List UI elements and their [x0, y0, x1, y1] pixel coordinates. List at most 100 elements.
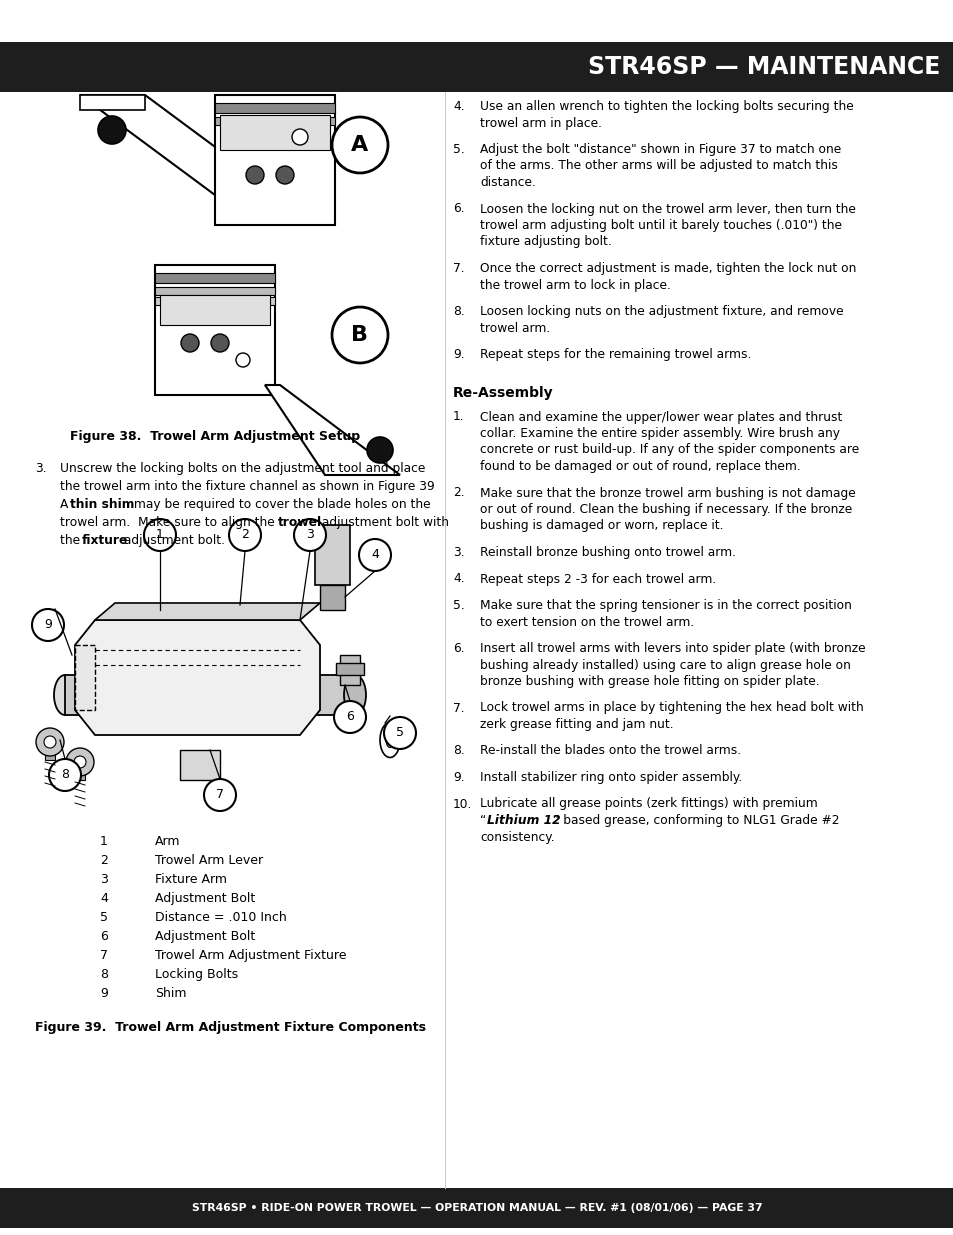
Text: Adjustment Bolt: Adjustment Bolt: [154, 930, 255, 944]
Text: zerk grease fitting and jam nut.: zerk grease fitting and jam nut.: [479, 718, 673, 731]
Text: 3.: 3.: [35, 462, 47, 475]
Text: 8: 8: [61, 768, 69, 782]
Text: collar. Examine the entire spider assembly. Wire brush any: collar. Examine the entire spider assemb…: [479, 427, 840, 440]
Circle shape: [334, 701, 366, 734]
Text: 3: 3: [306, 529, 314, 541]
Text: Fixture Arm: Fixture Arm: [154, 873, 227, 885]
Bar: [220, 115, 330, 149]
Text: Lithium 12: Lithium 12: [486, 814, 560, 827]
Text: may be required to cover the blade holes on the: may be required to cover the blade holes…: [130, 498, 430, 511]
Bar: [154, 273, 274, 283]
Text: thin shim: thin shim: [70, 498, 134, 511]
Text: Repeat steps 2 -3 for each trowel arm.: Repeat steps 2 -3 for each trowel arm.: [479, 573, 716, 585]
Text: 6: 6: [100, 930, 108, 944]
Circle shape: [204, 779, 235, 811]
Text: trowel arm in place.: trowel arm in place.: [479, 116, 601, 130]
Bar: [0, 1188, 953, 1228]
Text: 5.: 5.: [453, 599, 464, 613]
Polygon shape: [80, 95, 145, 110]
Text: bushing is damaged or worn, replace it.: bushing is damaged or worn, replace it.: [479, 520, 722, 532]
Text: trowel arm adjusting bolt until it barely touches (.010") the: trowel arm adjusting bolt until it barel…: [479, 219, 841, 232]
Text: Make sure that the spring tensioner is in the correct position: Make sure that the spring tensioner is i…: [479, 599, 851, 613]
Text: adjustment bolt with: adjustment bolt with: [317, 516, 449, 529]
Text: Distance = .010 Inch: Distance = .010 Inch: [154, 911, 287, 924]
Bar: [75, 750, 85, 781]
Bar: [214, 95, 335, 225]
Text: 9: 9: [100, 987, 108, 1000]
Text: 6.: 6.: [453, 642, 464, 655]
Text: STR46SP — MAINTENANCE: STR46SP — MAINTENANCE: [587, 56, 939, 79]
Text: trowel arm.: trowel arm.: [479, 321, 550, 335]
Text: 1: 1: [156, 529, 164, 541]
Text: 9.: 9.: [453, 771, 464, 784]
Text: bronze bushing with grease hole fitting on spider plate.: bronze bushing with grease hole fitting …: [479, 676, 819, 688]
Circle shape: [275, 165, 294, 184]
Text: Repeat steps for the remaining trowel arms.: Repeat steps for the remaining trowel ar…: [479, 348, 751, 361]
Text: Arm: Arm: [154, 835, 180, 848]
Circle shape: [66, 748, 94, 776]
Circle shape: [32, 609, 64, 641]
Text: consistency.: consistency.: [479, 830, 554, 844]
Text: Use an allen wrench to tighten the locking bolts securing the: Use an allen wrench to tighten the locki…: [479, 100, 853, 112]
Text: Lubricate all grease points (zerk fittings) with premium: Lubricate all grease points (zerk fittin…: [479, 798, 817, 810]
Text: fixture adjusting bolt.: fixture adjusting bolt.: [479, 236, 611, 248]
Bar: [154, 266, 274, 395]
Text: Adjust the bolt "distance" shown in Figure 37 to match one: Adjust the bolt "distance" shown in Figu…: [479, 143, 841, 156]
Text: Locking Bolts: Locking Bolts: [154, 968, 238, 981]
Circle shape: [332, 308, 388, 363]
Text: “: “: [479, 814, 486, 827]
Polygon shape: [75, 620, 319, 735]
Text: Figure 38.  Trowel Arm Adjustment Setup: Figure 38. Trowel Arm Adjustment Setup: [70, 430, 359, 443]
Circle shape: [229, 519, 261, 551]
Text: 8.: 8.: [453, 745, 464, 757]
Text: Figure 39.  Trowel Arm Adjustment Fixture Components: Figure 39. Trowel Arm Adjustment Fixture…: [35, 1021, 426, 1034]
Text: adjustment bolt.: adjustment bolt.: [120, 534, 225, 547]
Polygon shape: [95, 603, 319, 620]
Bar: [339, 655, 359, 685]
Text: 5: 5: [395, 726, 403, 740]
Bar: [160, 295, 270, 325]
Circle shape: [235, 353, 250, 367]
Bar: [154, 296, 274, 305]
Circle shape: [332, 117, 388, 173]
Text: Insert all trowel arms with levers into spider plate (with bronze: Insert all trowel arms with levers into …: [479, 642, 864, 655]
Text: 4: 4: [371, 548, 378, 562]
Bar: [319, 585, 345, 610]
Bar: [314, 525, 350, 585]
Text: 4: 4: [100, 892, 108, 905]
Text: 7.: 7.: [453, 262, 464, 275]
Text: 1: 1: [100, 835, 108, 848]
Text: 2: 2: [241, 529, 249, 541]
Text: Reinstall bronze bushing onto trowel arm.: Reinstall bronze bushing onto trowel arm…: [479, 546, 735, 559]
Text: 7: 7: [100, 948, 108, 962]
Text: Once the correct adjustment is made, tighten the lock nut on: Once the correct adjustment is made, tig…: [479, 262, 856, 275]
Text: Loosen the locking nut on the trowel arm lever, then turn the: Loosen the locking nut on the trowel arm…: [479, 203, 855, 215]
Bar: [154, 287, 274, 295]
Text: 9.: 9.: [453, 348, 464, 361]
Circle shape: [384, 718, 416, 748]
Text: Lock trowel arms in place by tightening the hex head bolt with: Lock trowel arms in place by tightening …: [479, 701, 862, 715]
Text: 3.: 3.: [453, 546, 464, 559]
Bar: [335, 663, 364, 676]
Text: 9: 9: [44, 619, 51, 631]
Circle shape: [294, 519, 326, 551]
Text: 2: 2: [100, 853, 108, 867]
Text: fixture: fixture: [82, 534, 129, 547]
Circle shape: [36, 727, 64, 756]
Bar: [0, 42, 953, 91]
Bar: [45, 730, 55, 760]
Circle shape: [358, 538, 391, 571]
Ellipse shape: [386, 732, 394, 747]
Bar: [214, 103, 335, 112]
Text: 8: 8: [100, 968, 108, 981]
Text: ” based grease, conforming to NLG1 Grade #2: ” based grease, conforming to NLG1 Grade…: [553, 814, 839, 827]
Text: trowel arm.  Make sure to align the: trowel arm. Make sure to align the: [60, 516, 278, 529]
Text: bushing already installed) using care to align grease hole on: bushing already installed) using care to…: [479, 658, 850, 672]
Text: to exert tension on the trowel arm.: to exert tension on the trowel arm.: [479, 615, 694, 629]
Text: or out of round. Clean the bushing if necessary. If the bronze: or out of round. Clean the bushing if ne…: [479, 503, 851, 516]
Circle shape: [98, 116, 126, 144]
Circle shape: [367, 437, 393, 463]
Text: Install stabilizer ring onto spider assembly.: Install stabilizer ring onto spider asse…: [479, 771, 741, 784]
Text: Re-install the blades onto the trowel arms.: Re-install the blades onto the trowel ar…: [479, 745, 740, 757]
Text: of the arms. The other arms will be adjusted to match this: of the arms. The other arms will be adju…: [479, 159, 837, 173]
